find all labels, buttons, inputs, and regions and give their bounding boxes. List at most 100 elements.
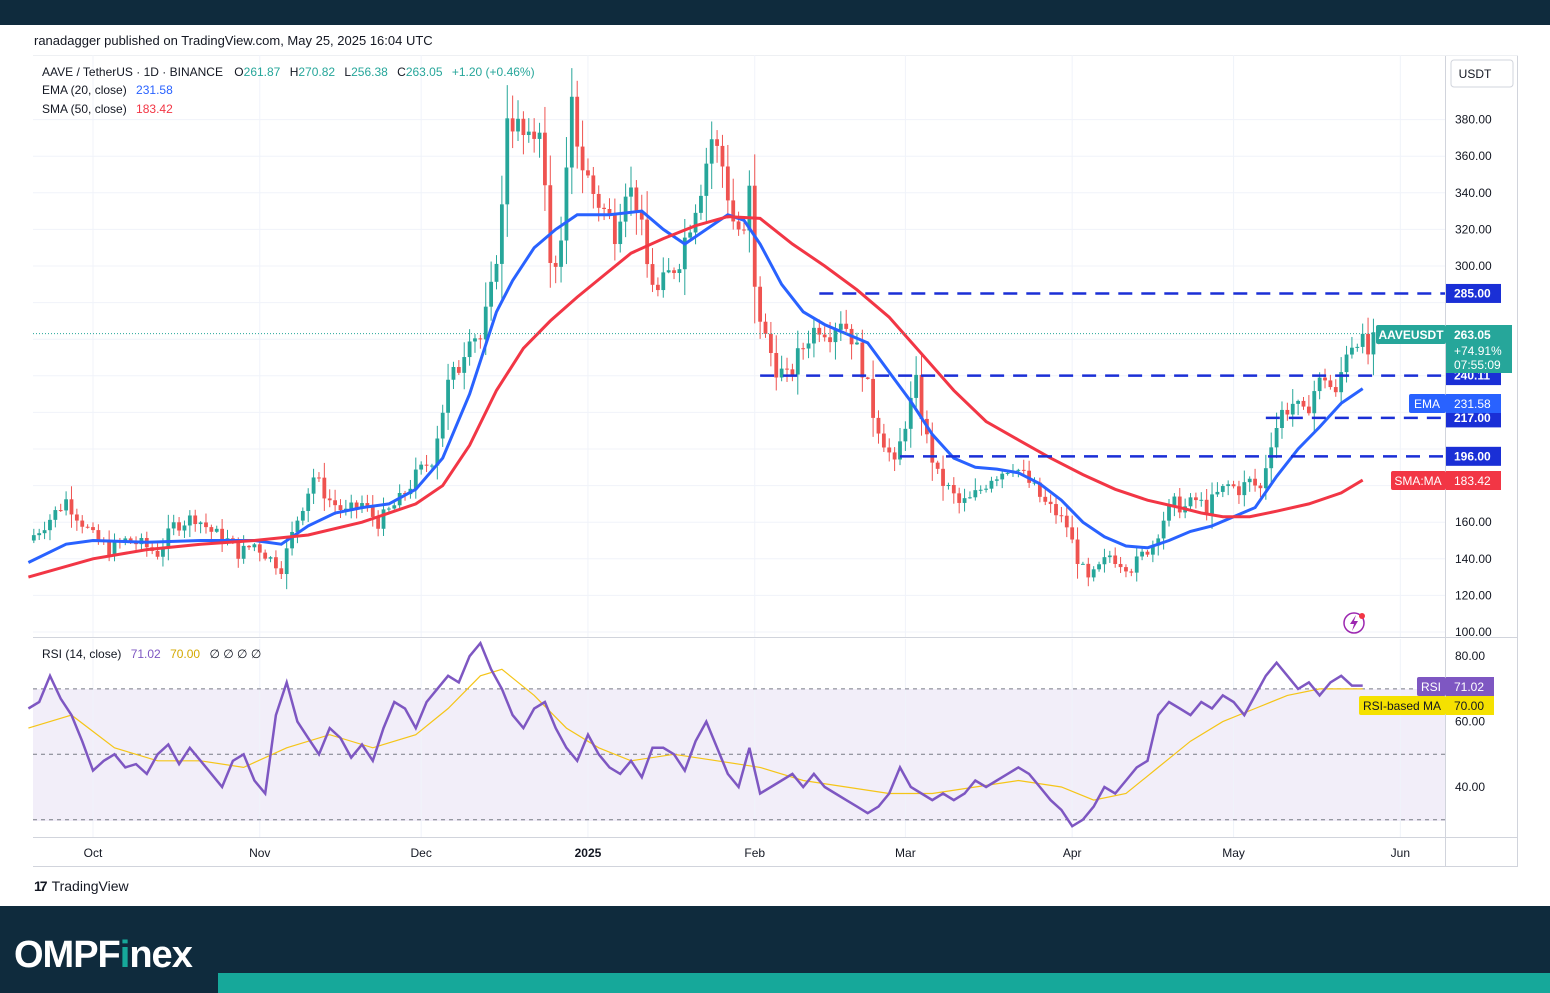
candle-body — [580, 146, 585, 171]
candle-body — [1226, 484, 1231, 487]
candle-body — [688, 232, 693, 238]
svg-text:SMA (50, close) 183.42: SMA (50, close) 183.42 — [42, 102, 173, 116]
ema-20-line — [27, 209, 1364, 564]
candle-body — [1355, 346, 1360, 348]
candle — [564, 137, 569, 265]
time-tick-label: May — [1222, 846, 1245, 860]
candle — [80, 515, 85, 534]
candle — [64, 491, 68, 516]
candle — [1145, 549, 1150, 557]
candle-body — [806, 343, 811, 349]
svg-text:SMA:MA: SMA:MA — [1394, 474, 1441, 488]
svg-text:AAVE / TetherUS · 1D · BINANCE: AAVE / TetherUS · 1D · BINANCE O261.87 H… — [42, 65, 535, 79]
rsi-band — [33, 689, 1445, 821]
candle — [1339, 357, 1344, 406]
candle-body — [941, 468, 945, 486]
candle-body — [1339, 372, 1344, 393]
candle-body — [569, 96, 574, 168]
currency-button[interactable]: USDT — [1450, 59, 1514, 88]
candle-body — [510, 118, 515, 132]
candle-body — [1199, 499, 1204, 501]
candle — [209, 524, 214, 540]
candle — [252, 542, 257, 552]
price-tick-label: 340.00 — [1455, 186, 1492, 200]
lightning-icon[interactable] — [1343, 612, 1365, 634]
candle — [451, 361, 456, 390]
candle-body — [715, 139, 719, 146]
candle-body — [419, 464, 424, 470]
candle-body — [435, 438, 440, 466]
candle — [387, 506, 391, 512]
candle-body — [317, 477, 321, 479]
candle-body — [812, 327, 816, 344]
price-badge-value: 263.05 — [1454, 328, 1491, 342]
candle — [1091, 566, 1096, 582]
candle — [1054, 494, 1058, 524]
candle-body — [53, 510, 58, 520]
candle — [300, 507, 305, 526]
candle-body — [85, 526, 90, 528]
candle — [962, 488, 967, 512]
candle-body — [984, 488, 988, 490]
candle — [435, 425, 440, 480]
candle — [656, 277, 660, 297]
candle-body — [898, 441, 902, 460]
candle-body — [1064, 515, 1069, 528]
sma-badge-value: 183.42 — [1454, 474, 1491, 488]
candle-body — [1048, 501, 1053, 505]
candle — [978, 485, 983, 494]
candle — [838, 311, 843, 342]
candle-body — [1344, 354, 1349, 373]
candle-body — [1366, 333, 1370, 355]
legend-ema-value: 231.58 — [136, 83, 173, 97]
level-badge-label: 285.00 — [1454, 286, 1491, 300]
candle — [957, 487, 962, 514]
candle — [1247, 476, 1252, 492]
candle — [682, 218, 687, 296]
candle-body — [370, 506, 375, 517]
candle-body — [591, 175, 596, 194]
candle-body — [989, 480, 994, 489]
candle — [91, 522, 95, 533]
time-tick-label: Feb — [744, 846, 765, 860]
candle — [941, 455, 945, 501]
candle-body — [645, 219, 650, 265]
candle — [220, 519, 225, 552]
candle-body — [381, 509, 386, 529]
time-tick-label: Dec — [411, 846, 432, 860]
candle-body — [844, 323, 849, 329]
candle-body — [284, 548, 289, 575]
candle — [376, 510, 381, 537]
candle — [1199, 492, 1204, 507]
candle-body — [505, 118, 510, 205]
svg-text:EMA (20, close) 231.58: EMA (20, close) 231.58 — [42, 83, 173, 97]
candle-body — [817, 327, 822, 335]
candle — [795, 330, 800, 395]
candle-body — [1145, 551, 1150, 555]
candle — [677, 263, 682, 283]
candle — [645, 191, 650, 278]
candle-body — [559, 240, 563, 267]
candle-body — [704, 163, 709, 196]
candle — [908, 381, 913, 448]
symbol-badge-text: AAVEUSDT — [1378, 328, 1444, 342]
candle-body — [978, 489, 983, 491]
candle-body — [747, 185, 752, 231]
rsi-level-lines — [33, 688, 1445, 821]
candle-body — [1312, 391, 1317, 414]
candle-body — [1172, 496, 1177, 506]
candle — [338, 499, 343, 518]
candle-body — [1070, 527, 1075, 540]
candle — [817, 319, 822, 343]
candle — [1280, 401, 1284, 439]
candle-body — [440, 412, 445, 439]
tradingview-logo[interactable]: 17 TradingView — [34, 878, 129, 894]
rsi-tick-label: 40.00 — [1455, 780, 1485, 794]
candle-body — [69, 499, 74, 515]
candle — [263, 549, 268, 561]
candle-body — [1242, 482, 1247, 496]
publisher-caption: ranadagger published on TradingView.com,… — [34, 33, 433, 48]
candle-body — [612, 215, 617, 245]
legend-open: 261.87 — [244, 65, 281, 79]
